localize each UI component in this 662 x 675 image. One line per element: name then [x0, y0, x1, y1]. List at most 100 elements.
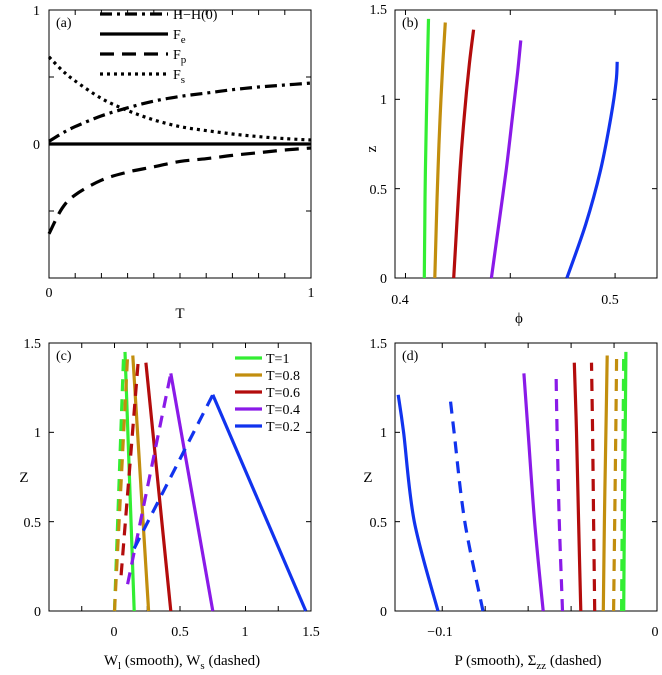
panel-b-ticks [395, 10, 657, 278]
panel-a-legend: H−H(0) Fe Fp Fs [100, 8, 218, 86]
legend-c-label-2: T=0.6 [266, 386, 300, 401]
panel-d-xlabel-sub: zz [536, 660, 546, 672]
panel-d-smooth-t1 [622, 351, 628, 612]
panel-b-xlabel: ϕ [515, 311, 523, 327]
panel-b: (b) 0 0.5 1 1.5 0.4 0.5 ϕ z [364, 3, 658, 327]
panel-c-xtick-0: 0 [111, 625, 118, 640]
panel-a-ytick-1: 1 [33, 4, 40, 19]
panel-c-smooth-t02 [211, 394, 308, 612]
panel-d-xtick-m01: −0.1 [427, 625, 452, 640]
panel-c-xlabel: Wl (smooth), Ws (dashed) [104, 653, 260, 672]
panel-c-dashed-t06 [119, 362, 140, 576]
panel-c-xtick-15: 1.5 [302, 625, 320, 640]
panel-b-series-t1 [422, 18, 431, 279]
panel-a: (a) 1 0 0 1 T H−H(0) Fe Fp Fs [33, 4, 315, 322]
legend-a-label-fp: Fp [173, 48, 187, 66]
legend-c-label-1: T=0.8 [266, 369, 300, 384]
panel-b-ytick-15: 1.5 [370, 3, 388, 18]
legend-c-label-0: T=1 [266, 352, 289, 367]
panel-c-smooth-t08 [131, 355, 151, 612]
panel-c-ytick-0: 0 [34, 605, 41, 620]
legend-a-fp-main: F [173, 48, 181, 63]
panel-c-dashed-t08 [112, 355, 130, 612]
panel-d-ytick-05: 0.5 [370, 516, 388, 531]
panel-d-ytick-0: 0 [380, 605, 387, 620]
panel-b-xtick-05: 0.5 [601, 293, 619, 308]
legend-a-fs-sub: s [181, 74, 185, 86]
legend-a-fe-main: F [173, 28, 181, 43]
panel-d-smooth-t02 [396, 394, 440, 612]
panel-c-smooth-t1 [123, 351, 136, 612]
panel-a-series [47, 55, 312, 235]
panel-d: (d) 0 0.5 1 1.5 −0.1 0 P (smooth), Σzz (… [363, 337, 658, 672]
panel-d-xlabel-main: P (smooth), Σ [454, 653, 536, 669]
panel-d-dashed-t06 [589, 362, 597, 612]
panel-a-series-hh0 [48, 81, 312, 143]
panel-b-tag: (b) [402, 16, 419, 31]
panel-c-dashed-t02 [132, 394, 215, 550]
panel-c-ytick-1: 1 [34, 426, 41, 441]
panel-b-series-t04 [489, 40, 523, 279]
panel-c-smooth-t04 [169, 373, 215, 612]
panel-c-xlabel-main: W [104, 653, 119, 669]
panel-d-ytick-1: 1 [380, 426, 387, 441]
panel-c-dashed-t04 [126, 373, 173, 585]
panel-d-smooth-t04 [522, 373, 545, 612]
panel-c-xlabel-tail: (smooth), W [121, 653, 201, 669]
panel-b-series-t06 [452, 29, 476, 279]
panel-c-xlabel-end: (dashed) [205, 653, 260, 669]
legend-a-fp-sub: p [181, 54, 187, 66]
panel-c-tag: (c) [56, 349, 72, 364]
panel-d-xtick-0: 0 [652, 625, 659, 640]
legend-c-label-3: T=0.4 [266, 403, 300, 418]
panel-d-ytick-15: 1.5 [370, 337, 388, 352]
panel-d-smooth-t08 [601, 355, 609, 612]
panel-a-series-fs [47, 55, 312, 142]
panel-b-series [422, 18, 619, 279]
panel-c-ytick-15: 1.5 [24, 337, 42, 352]
panel-b-ytick-05: 0.5 [370, 183, 388, 198]
panel-d-dashed-t04 [554, 373, 565, 612]
panel-d-smooth-t06 [572, 362, 583, 612]
panel-b-series-t02 [565, 61, 619, 279]
panel-b-ytick-1: 1 [380, 93, 387, 108]
panel-a-series-fp [47, 146, 312, 235]
panel-c-legend: T=1 T=0.8 T=0.6 T=0.4 T=0.2 [235, 352, 300, 435]
panel-d-xlabel: P (smooth), Σzz (dashed) [454, 653, 601, 672]
panel-b-xtick-04: 0.4 [391, 293, 409, 308]
panel-a-xlabel: T [175, 306, 184, 322]
panel-d-dashed-t08 [612, 355, 619, 612]
legend-a-label-h: H−H(0) [173, 8, 218, 23]
panel-c-xtick-05: 0.5 [171, 625, 189, 640]
panel-c-xlabel-sub: l [118, 660, 121, 672]
panel-c-series [112, 351, 308, 612]
legend-a-label-fe: Fe [173, 28, 186, 46]
panel-d-frame [394, 342, 658, 612]
panel-d-series [396, 351, 628, 612]
panel-d-ylabel: Z [363, 470, 372, 486]
panel-d-tag: (d) [402, 349, 419, 364]
panel-c: (c) 0 0.5 1 1.5 0 0.5 1 1.5 Wl (smooth),… [19, 337, 319, 672]
panel-a-xtick-1: 1 [308, 286, 315, 301]
panel-d-xlabel-end: (dashed) [546, 653, 601, 669]
panel-b-ylabel: z [364, 145, 380, 152]
panel-b-frame [394, 9, 658, 279]
panel-d-ticks [395, 343, 657, 611]
legend-c-label-4: T=0.2 [266, 420, 300, 435]
panel-a-xtick-0: 0 [46, 286, 53, 301]
panel-c-xtick-1: 1 [242, 625, 249, 640]
panel-c-xlabel-sub2: s [200, 660, 204, 672]
panel-c-ylabel: Z [19, 470, 28, 486]
panel-c-smooth-t06 [144, 362, 173, 612]
legend-a-fe-sub: e [181, 34, 186, 46]
legend-a-fs-main: F [173, 68, 181, 83]
panel-d-dashed-t1 [620, 351, 626, 612]
panel-b-ytick-0: 0 [380, 272, 387, 287]
panel-a-ytick-0: 0 [33, 138, 40, 153]
panel-c-ytick-05: 0.5 [24, 516, 42, 531]
panel-a-tag: (a) [56, 16, 72, 31]
panel-d-dashed-t02 [448, 394, 485, 612]
panel-b-series-t08 [433, 22, 447, 279]
legend-a-label-fs: Fs [173, 68, 185, 86]
